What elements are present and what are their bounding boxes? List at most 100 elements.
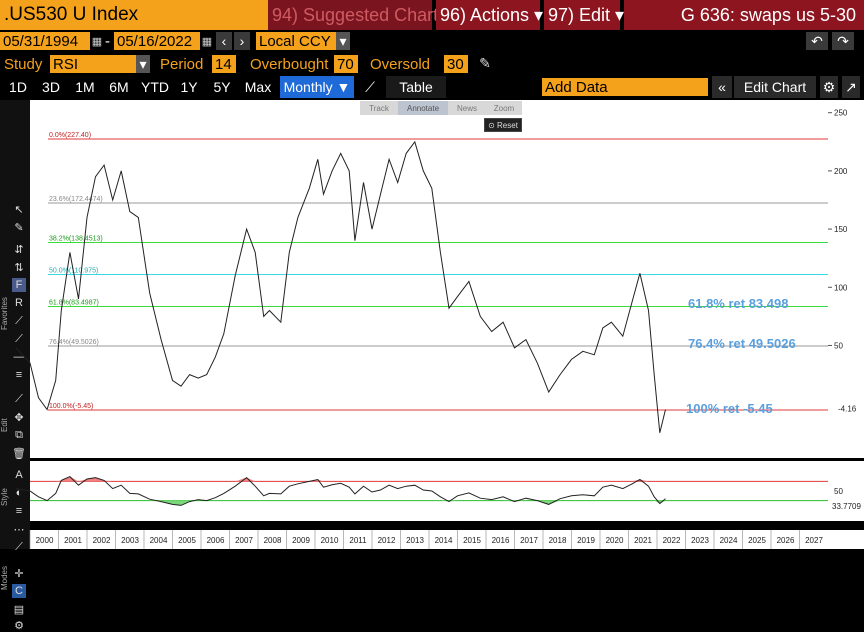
x-axis-bg [30,530,864,549]
currency-select[interactable]: Local CCY [256,32,336,50]
actions-menu[interactable]: 96) Actions ▾ [436,0,543,30]
rsi-last-value: 33.7709 [832,502,861,511]
add-data-input[interactable]: Add Data [542,78,708,96]
timeframe-3d[interactable]: 3D [42,79,60,95]
last-value-label: -4.16 [838,404,857,413]
overbought-fill [69,476,79,482]
brush-icon[interactable]: ⟋ [15,332,23,345]
redo-icon[interactable]: ↷ [832,32,854,50]
select-icon[interactable]: ⟋ [15,392,23,405]
timeframe-bar: 1D 3D 1M 6M YTD 1Y 5Y Max Monthly ▼ ⟋ Ta… [0,76,864,98]
timeframe-6m[interactable]: 6M [109,79,129,95]
x-tick-label: 2019 [577,536,595,545]
news-button[interactable]: News [448,101,486,115]
copy-icon[interactable]: ⧉ [15,428,23,441]
start-date-input[interactable]: 05/31/1994 [0,32,90,50]
color-icon[interactable]: ◐ [15,487,23,499]
overbought-fill [55,480,62,482]
reset-label: Reset [497,120,518,130]
overbought-fill [104,480,113,482]
fib-level-label: 100.0%(-5.45) [49,403,93,410]
timeframe-1m[interactable]: 1M [75,79,95,95]
end-date-input[interactable]: 05/16/2022 [114,32,200,50]
layers-icon[interactable]: ▤ [13,603,25,616]
retracement-annotations: 61.8% ret 83.498 76.4% ret 49.5026 100% re… [686,296,796,416]
x-axis: 2000 2001 2002 2003 2004 2005 2006 2007 2008 2009… [29,530,864,549]
edit-menu[interactable]: 97) Edit ▾ [544,0,624,30]
timeframe-max[interactable]: Max [244,79,272,95]
text-icon[interactable]: A [15,469,23,481]
trendline-icon[interactable]: ⟋ [15,314,23,327]
fib-level-label: 0.0%(227.40) [49,132,91,139]
modes-tab[interactable]: Modes [0,565,9,590]
line-width-icon[interactable]: ≡ [15,505,23,517]
main-plot [30,100,828,458]
track-label: Track [369,103,389,113]
x-tick-label: 2021 [634,536,652,545]
gear-icon[interactable]: ⚙ [14,619,24,632]
chart-canvas[interactable]: 0.0%(227.40) 23.6%(172.4474) 38.2%(138.451… [0,0,864,549]
x-tick-label: 2011 [349,536,367,545]
x-tick-label: 2008 [264,536,282,545]
hline-icon[interactable]: — [13,351,25,363]
calendar-icon[interactable]: ▦ [91,35,103,48]
x-tick-label: 2015 [463,536,481,545]
frequency-select[interactable]: Monthly ▼ [280,76,354,98]
rsi-axis-bg [828,461,864,521]
pen-icon[interactable]: ⟋ [15,540,23,553]
delete-icon[interactable]: 🗑 [12,447,26,460]
oversold-input[interactable]: 30 [444,55,468,73]
chart-title: G 636: swaps us 5-30 [624,0,864,30]
study-select[interactable]: RSI [50,55,136,73]
annotate-button[interactable]: Annotate [398,101,448,115]
overbought-fill [235,477,247,482]
mode-icon[interactable]: C [12,584,26,598]
collapse-icon[interactable]: « [712,76,732,98]
price-line [15,140,666,433]
timeframe-1d[interactable]: 1D [9,79,27,95]
calendar-icon[interactable]: ▦ [201,35,213,48]
fib-ext-icon[interactable]: ⇅ [14,261,24,274]
fib-retracement-icon[interactable]: F [12,278,26,292]
timeframe-ytd[interactable]: YTD [141,79,169,95]
line-style-icon[interactable]: ⋯ [13,523,25,536]
next-period-button[interactable]: › [234,32,250,50]
export-icon[interactable]: ↗ [842,76,860,98]
prev-period-button[interactable]: ‹ [216,32,232,50]
overbought-input[interactable]: 70 [334,55,358,73]
reset-button[interactable]: ⊙ Reset [484,118,522,132]
x-tick-label: 2004 [150,536,168,545]
chevron-down-icon[interactable]: ▾ [136,55,150,73]
y-tick-label: 150 [834,225,848,234]
draw-icon[interactable]: ✎ [14,221,24,234]
y-tick-label: 100 [834,283,848,292]
x-tick-label: 2013 [406,536,424,545]
fib-retracement[interactable]: 0.0%(227.40) 23.6%(172.4474) 38.2%(138.451… [48,132,828,411]
pencil-icon[interactable]: ✎ [479,54,491,71]
crosshair-icon[interactable]: ✛ [14,567,24,580]
x-tick-label: 2010 [321,536,339,545]
x-tick-label: 2001 [64,536,82,545]
period-input[interactable]: 14 [212,55,236,73]
y-axis-bg [828,100,864,458]
x-tick-label: 2003 [121,536,139,545]
zoom-button[interactable]: Zoom [486,101,522,115]
timeframe-1y[interactable]: 1Y [180,79,198,95]
chevron-down-icon[interactable]: ▾ [336,32,350,50]
track-button[interactable]: Track [360,101,398,115]
fib-icon[interactable]: ⇵ [14,243,24,256]
ray-icon[interactable]: R [15,297,23,309]
undo-icon[interactable]: ↶ [806,32,828,50]
timeframe-5y[interactable]: 5Y [213,79,231,95]
line-chart-icon[interactable]: ⟋ [365,78,375,95]
edit-chart-button[interactable]: Edit Chart [734,76,816,98]
x-tick-label: 2006 [207,536,225,545]
cursor-icon[interactable]: ↖ [14,203,24,216]
move-icon[interactable]: ✥ [14,411,24,424]
channel-icon[interactable]: ≡ [15,369,23,381]
ticker-field[interactable]: .US530 U Index [0,0,268,30]
settings-icon[interactable]: ⚙ [820,76,838,98]
suggested-charts-button[interactable]: 94) Suggested Charts [268,0,447,30]
table-button[interactable]: Table [386,76,446,98]
main-y-axis: 250 200 150 100 50 -4.16 [828,100,864,458]
